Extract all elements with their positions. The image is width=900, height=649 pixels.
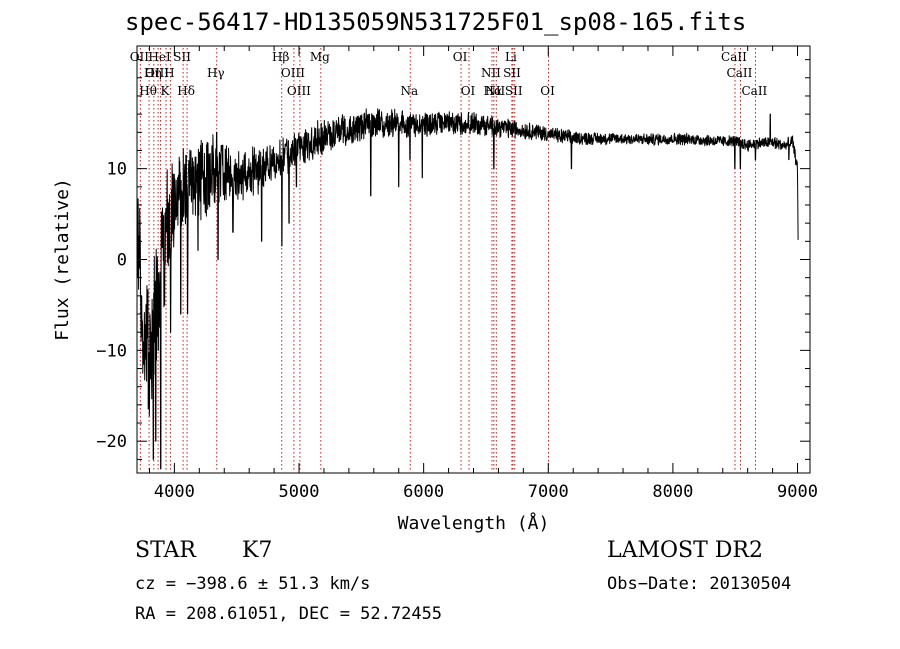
line-marker-label: Hη bbox=[144, 66, 162, 80]
object-subclass: K7 bbox=[242, 538, 273, 563]
line-marker-label: OI bbox=[453, 50, 468, 64]
spectrum-line bbox=[136, 108, 799, 469]
x-tick-label: 7000 bbox=[528, 482, 569, 502]
axis-ticks: 4000 5000 6000 7000 8000 9000 −20 −10 0 10 bbox=[96, 46, 818, 502]
x-tick-label: 6000 bbox=[403, 482, 444, 502]
y-tick-label: 10 bbox=[107, 160, 127, 180]
y-tick-label: −10 bbox=[96, 341, 127, 361]
line-marker-label: HeI bbox=[148, 50, 171, 64]
line-marker-label: CaII bbox=[741, 84, 767, 98]
x-tick-label: 8000 bbox=[652, 482, 693, 502]
x-axis-label: Wavelength (Å) bbox=[398, 512, 550, 534]
y-tick-label: 0 bbox=[117, 251, 127, 271]
line-marker-label: Na bbox=[400, 84, 418, 98]
survey-name: LAMOST DR2 bbox=[607, 538, 763, 563]
x-tick-label: 4000 bbox=[154, 482, 195, 502]
line-marker-label: OI bbox=[540, 84, 555, 98]
line-marker-label: OIII bbox=[287, 84, 311, 98]
line-marker-label: Li bbox=[505, 50, 517, 64]
line-marker-label: Hα bbox=[484, 84, 503, 98]
redshift-cz: cz = −398.6 ± 51.3 km/s bbox=[135, 574, 371, 594]
line-marker-label: Hγ bbox=[207, 66, 225, 80]
line-marker-label: NII bbox=[485, 84, 505, 98]
line-marker-label: CaII bbox=[721, 50, 747, 64]
ra-dec-coordinates: RA = 208.61051, DEC = 52.72455 bbox=[135, 604, 443, 624]
line-marker-label: SII bbox=[505, 84, 523, 98]
line-marker-label: CaII bbox=[727, 66, 753, 80]
line-marker-label: H bbox=[164, 66, 174, 80]
y-tick-label: −20 bbox=[96, 432, 127, 452]
line-marker-label: Hδ bbox=[177, 84, 195, 98]
line-marker-label: OI bbox=[461, 84, 476, 98]
line-marker-label: SII bbox=[503, 66, 521, 80]
x-tick-label: 5000 bbox=[279, 482, 320, 502]
chart-title: spec-56417-HD135059N531725F01_sp08-165.f… bbox=[125, 8, 747, 36]
observation-date: Obs−Date: 20130504 bbox=[607, 574, 792, 594]
line-marker-label: SII bbox=[173, 50, 191, 64]
line-markers bbox=[139, 48, 756, 472]
line-marker-label: OII bbox=[130, 50, 150, 64]
x-tick-label: 9000 bbox=[777, 482, 818, 502]
object-class: STAR bbox=[135, 538, 196, 563]
line-marker-label: OIII bbox=[281, 66, 305, 80]
line-marker-label: Hβ bbox=[272, 50, 289, 64]
plot-frame bbox=[136, 45, 811, 474]
line-marker-label: NII bbox=[481, 66, 501, 80]
line-marker-label: K bbox=[161, 84, 171, 98]
line-marker-label: Mg bbox=[310, 50, 330, 64]
line-marker-label: Hθ bbox=[139, 84, 157, 98]
line-marker-label: OIII bbox=[145, 66, 169, 80]
y-axis-label: Flux (relative) bbox=[52, 178, 73, 341]
